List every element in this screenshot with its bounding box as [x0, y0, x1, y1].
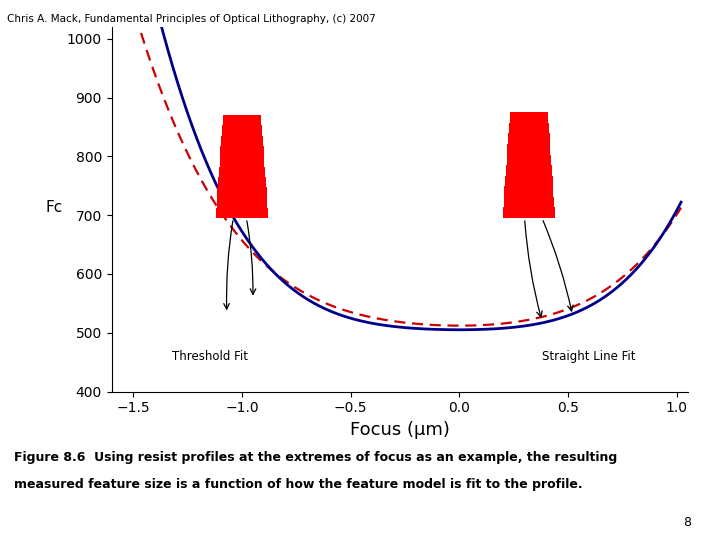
Text: Straight Line Fit: Straight Line Fit	[542, 350, 636, 363]
Text: Chris A. Mack, Fundamental Principles of Optical Lithography, (c) 2007: Chris A. Mack, Fundamental Principles of…	[7, 14, 376, 24]
Text: Threshold Fit: Threshold Fit	[173, 350, 248, 363]
Polygon shape	[503, 112, 555, 218]
Text: Figure 8.6  Using resist profiles at the extremes of focus as an example, the re: Figure 8.6 Using resist profiles at the …	[14, 451, 618, 464]
Text: measured feature size is a function of how the feature model is fit to the profi: measured feature size is a function of h…	[14, 478, 583, 491]
X-axis label: Focus (μm): Focus (μm)	[350, 421, 449, 439]
Polygon shape	[216, 115, 268, 218]
Text: Fс: Fс	[45, 200, 63, 215]
Text: 8: 8	[683, 516, 691, 529]
